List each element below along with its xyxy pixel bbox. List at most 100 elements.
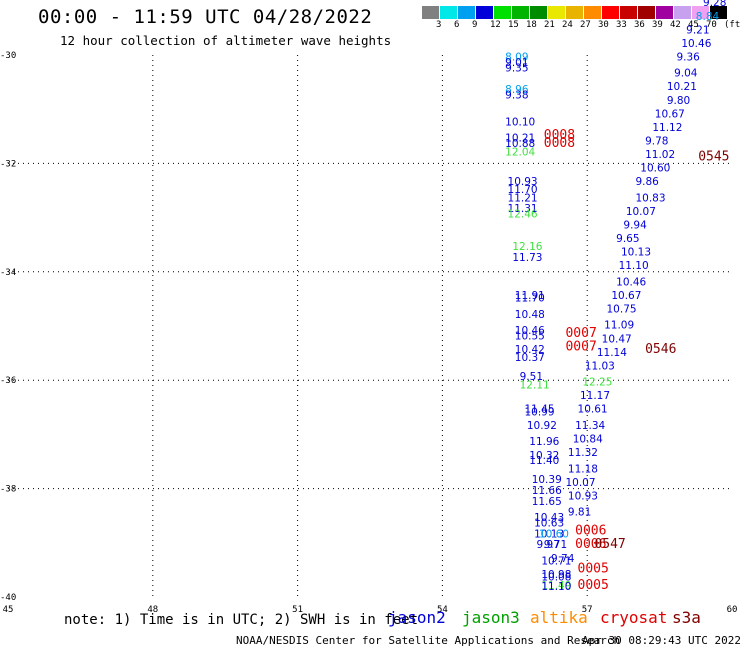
wave-height-value: 8.96 <box>505 84 529 96</box>
y-tick-label: -36 <box>0 376 16 386</box>
wave-height-value: 9.28 <box>703 0 726 9</box>
wave-height-value: 10.10 <box>505 116 535 128</box>
footer-note: note: 1) Time is in UTC; 2) SWH is in fe… <box>64 612 419 628</box>
wave-height-value: 10.63 <box>534 518 564 530</box>
wave-height-value: 11.02 <box>645 149 675 161</box>
color-swatch <box>692 6 709 19</box>
grid-lines <box>8 55 732 597</box>
satellite-legend-cryosat: cryosat <box>600 608 668 627</box>
color-swatch <box>458 6 475 19</box>
pass-time-label: 0545 <box>698 150 729 165</box>
wave-height-value: 10.39 <box>532 474 562 486</box>
wave-height-value: 9.78 <box>645 135 668 147</box>
wave-height-value: 10.93 <box>508 176 538 188</box>
wave-height-value: 10.71 <box>541 555 571 567</box>
wave-height-value: 10.21 <box>667 81 697 93</box>
wave-height-value: 11.31 <box>508 203 538 215</box>
wave-height-value: 10.21 <box>505 133 535 145</box>
y-tick-label: -38 <box>0 485 16 495</box>
wave-height-value: 11.03 <box>585 360 615 372</box>
wave-height-value: 9.01 <box>505 57 528 69</box>
y-tick-label: -34 <box>0 268 16 278</box>
wave-height-value: 11.49 <box>541 580 571 592</box>
color-swatch <box>422 6 439 19</box>
wave-height-value: 8.09 <box>505 51 528 63</box>
pass-time-label: 0006 <box>575 524 606 539</box>
wave-height-value: 10.13 <box>534 528 564 540</box>
wave-height-value: 11.21 <box>508 192 538 204</box>
color-swatch <box>674 6 691 19</box>
wave-height-value: 9.80 <box>667 95 690 107</box>
pass-time-label: 0546 <box>645 342 676 357</box>
color-level-label: 70 <box>706 20 717 30</box>
wave-height-value: 11.12 <box>652 122 682 134</box>
wave-height-value: 11.70 <box>508 184 538 196</box>
color-swatch <box>512 6 529 19</box>
wave-height-value: 11.09 <box>604 320 634 332</box>
y-tick-label: -40 <box>0 593 16 603</box>
color-level-label: 12 <box>490 20 501 30</box>
wave-height-value: 9.65 <box>616 233 639 245</box>
wave-height-value: 9.38 <box>505 89 528 101</box>
credit-line: NOAA/NESDIS Center for Satellite Applica… <box>236 634 621 647</box>
wave-height-value: 10.42 <box>515 344 545 356</box>
wave-height-value: 10.93 <box>568 490 598 502</box>
color-swatch <box>476 6 493 19</box>
color-swatch <box>602 6 619 19</box>
satellite-legend-s3a: s3a <box>672 608 701 627</box>
wave-height-value: 9.81 <box>568 507 591 519</box>
wave-height-value: 9.04 <box>674 68 698 80</box>
wave-height-value: 11.17 <box>580 390 610 402</box>
axis-tick-labels: 45 48 51 54 57 60 -30 -32 -34 -36 -38 -40 <box>0 51 737 615</box>
pass-time-label: 0005 <box>578 562 609 577</box>
x-tick-label: 54 <box>437 605 448 615</box>
wave-height-value: 11.45 <box>524 404 554 416</box>
wave-height-value: 10.46 <box>681 38 711 50</box>
wave-height-value: 8.84 <box>696 11 720 23</box>
color-swatch <box>710 6 727 19</box>
color-swatch <box>494 6 511 19</box>
wave-height-value: 11.34 <box>575 420 605 432</box>
wave-height-value: 11.10 <box>619 260 649 272</box>
pass-time-label: 0007 <box>565 339 596 354</box>
wave-height-value: 10.88 <box>505 138 535 150</box>
satellite-legend-jason3: jason3 <box>462 608 520 627</box>
wave-height-labels: 8.099.019.358.969.3810.1010.2110.8812.04… <box>505 0 726 593</box>
color-level-label: 36 <box>634 20 645 30</box>
wave-height-value: 10.48 <box>515 309 545 321</box>
pass-time-label: 0008 <box>544 136 575 151</box>
wave-height-value: 11.40 <box>529 455 559 467</box>
wave-height-value: 11.18 <box>568 463 598 475</box>
wave-height-value: 11.73 <box>512 252 542 264</box>
wave-height-value: 12.25 <box>582 377 612 389</box>
wave-height-value: 10.60 <box>640 163 670 175</box>
color-level-label: 33 <box>616 20 627 30</box>
wave-height-value: 9.86 <box>635 176 659 188</box>
wave-height-value: 10.61 <box>578 404 608 416</box>
color-swatch <box>530 6 547 19</box>
color-swatch <box>620 6 637 19</box>
wave-height-value: 10.98 <box>541 569 571 581</box>
pass-time-label: 0547 <box>594 537 625 552</box>
chart-title: 00:00 - 11:59 UTC 04/28/2022 <box>38 6 373 28</box>
wave-height-value: 9.51 <box>520 371 543 383</box>
wave-height-value: 12.16 <box>512 241 542 253</box>
wave-height-value: 12.46 <box>508 209 538 221</box>
pass-time-label: 0008 <box>544 128 575 143</box>
color-level-label: 27 <box>580 20 591 30</box>
y-tick-label: -32 <box>0 159 16 169</box>
wave-height-value: 10.13 <box>621 247 651 259</box>
wave-height-value: 11.66 <box>532 485 562 497</box>
wave-height-value: 10.83 <box>635 192 665 204</box>
wave-height-value: 10.84 <box>573 434 603 446</box>
wave-height-value: 11.32 <box>568 447 598 459</box>
color-swatch <box>548 6 565 19</box>
wave-height-value: 10.32 <box>529 450 559 462</box>
color-level-label: 9 <box>472 20 478 30</box>
wave-height-value: 10.46 <box>616 276 646 288</box>
wave-height-value: 11.96 <box>529 436 559 448</box>
color-legend-bar <box>422 6 728 20</box>
wave-height-value: 9.21 <box>686 24 709 36</box>
